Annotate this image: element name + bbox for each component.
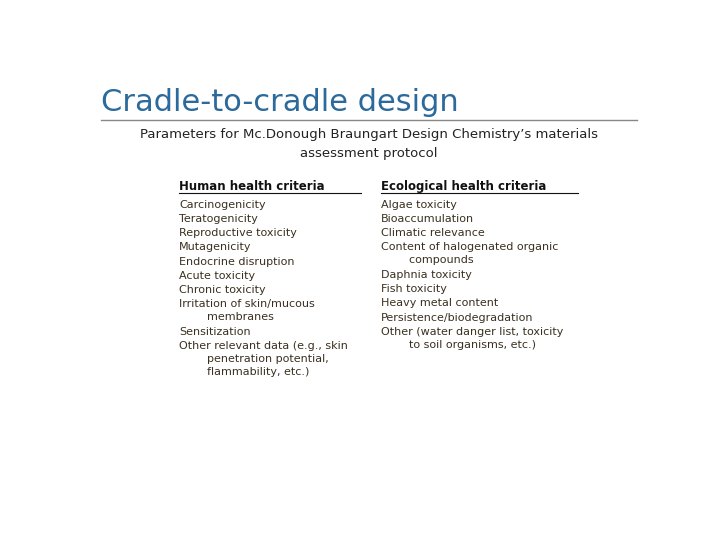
Text: Daphnia toxicity: Daphnia toxicity — [381, 270, 472, 280]
Text: Heavy metal content: Heavy metal content — [381, 299, 498, 308]
Text: Other (water danger list, toxicity
        to soil organisms, etc.): Other (water danger list, toxicity to so… — [381, 327, 563, 350]
Text: Teratogenicity: Teratogenicity — [179, 214, 258, 224]
Text: Content of halogenated organic
        compounds: Content of halogenated organic compounds — [381, 242, 558, 265]
Text: Acute toxicity: Acute toxicity — [179, 271, 256, 281]
Text: Endocrine disruption: Endocrine disruption — [179, 256, 294, 267]
Text: Parameters for Mc.Donough Braungart Design Chemistry’s materials
assessment prot: Parameters for Mc.Donough Braungart Desi… — [140, 128, 598, 160]
Text: Sensitization: Sensitization — [179, 327, 251, 337]
Text: Other relevant data (e.g., skin
        penetration potential,
        flammabil: Other relevant data (e.g., skin penetrat… — [179, 341, 348, 377]
Text: Human health criteria: Human health criteria — [179, 180, 325, 193]
Text: Reproductive toxicity: Reproductive toxicity — [179, 228, 297, 238]
Text: Mutagenicity: Mutagenicity — [179, 242, 251, 252]
Text: Cradle-to-cradle design: Cradle-to-cradle design — [101, 88, 459, 117]
Text: Fish toxicity: Fish toxicity — [381, 284, 446, 294]
Text: Carcinogenicity: Carcinogenicity — [179, 200, 266, 210]
Text: Persistence/biodegradation: Persistence/biodegradation — [381, 313, 533, 323]
Text: Algae toxicity: Algae toxicity — [381, 200, 456, 210]
Text: Irritation of skin/mucous
        membranes: Irritation of skin/mucous membranes — [179, 299, 315, 322]
Text: Climatic relevance: Climatic relevance — [381, 228, 485, 238]
Text: Bioaccumulation: Bioaccumulation — [381, 214, 474, 224]
Text: Chronic toxicity: Chronic toxicity — [179, 285, 266, 295]
Text: Ecological health criteria: Ecological health criteria — [381, 180, 546, 193]
